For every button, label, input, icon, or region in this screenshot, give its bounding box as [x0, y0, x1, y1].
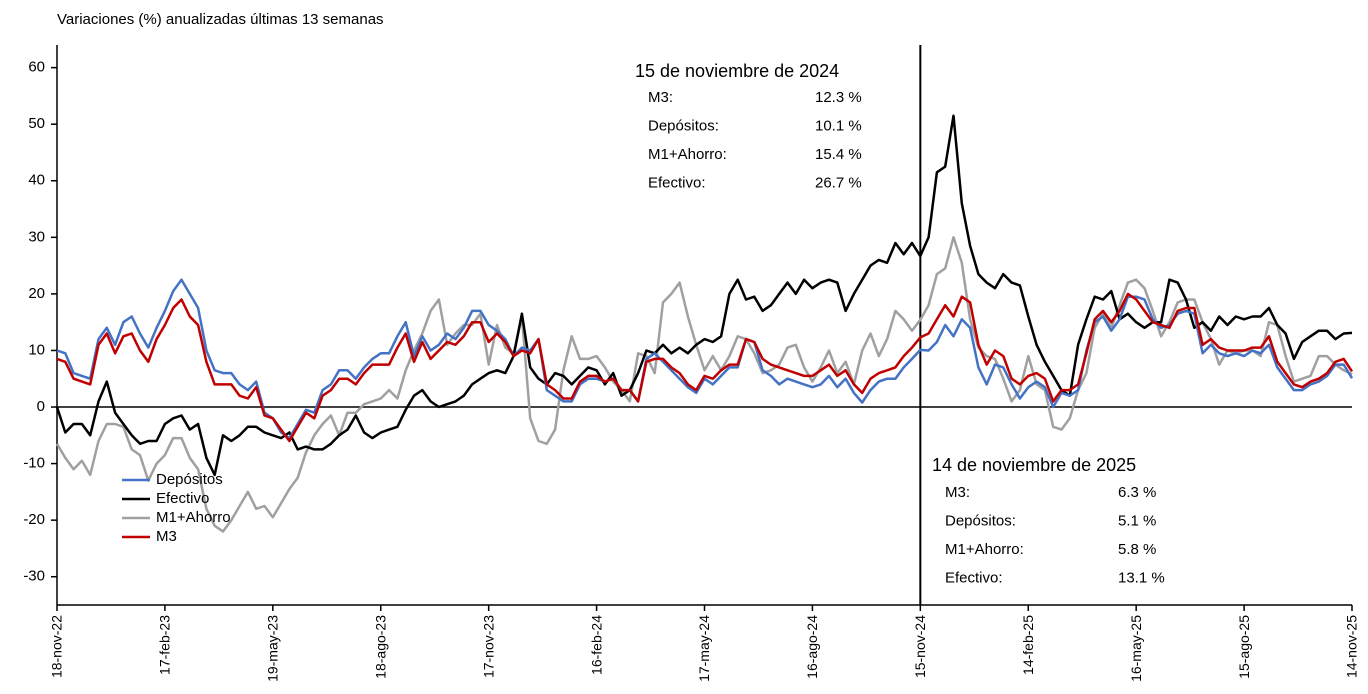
- legend-label: Depósitos: [156, 471, 223, 488]
- x-tick-label: 17-may-24: [696, 615, 712, 682]
- x-tick-label: 16-ago-24: [804, 615, 820, 679]
- series-line: [55, 236, 1353, 533]
- annotation-label: Depósitos:: [945, 512, 1016, 529]
- legend-label: M3: [156, 528, 177, 545]
- series-line: [56, 292, 1354, 443]
- annotation-label: M1+Ahorro:: [945, 541, 1024, 558]
- series-line: [55, 114, 1353, 477]
- x-tick-label: 17-feb-23: [157, 615, 173, 675]
- annotation-label: M1+Ahorro:: [648, 146, 727, 163]
- x-tick-label: 15-ago-25: [1236, 615, 1252, 679]
- annotation-title: 14 de noviembre de 2025: [932, 455, 1136, 475]
- y-tick-label: 0: [37, 398, 45, 415]
- x-tick-label: 16-feb-24: [588, 615, 604, 675]
- x-tick-label: 19-may-23: [265, 615, 281, 682]
- chart-title: Variaciones (%) anualizadas últimas 13 s…: [57, 11, 384, 28]
- y-tick-label: -30: [23, 568, 45, 585]
- legend-label: Efectivo: [156, 490, 209, 507]
- y-tick-label: 10: [28, 341, 45, 358]
- x-tick-label: 14-feb-25: [1020, 615, 1036, 675]
- annotation-label: Efectivo:: [648, 174, 706, 191]
- y-tick-label: 60: [28, 59, 45, 76]
- annotation-value: 13.1 %: [1118, 569, 1165, 586]
- y-tick-label: 50: [28, 115, 45, 132]
- x-tick-label: 16-may-25: [1128, 615, 1144, 682]
- annotation-label: Depósitos:: [648, 117, 719, 134]
- legend-label: M1+Ahorro: [156, 509, 231, 526]
- annotation-title: 15 de noviembre de 2024: [635, 61, 839, 81]
- annotation-value: 6.3 %: [1118, 484, 1156, 501]
- annotation-label: M3:: [945, 484, 970, 501]
- y-tick-label: 20: [28, 285, 45, 302]
- x-tick-label: 18-nov-22: [49, 615, 65, 678]
- annotation-value: 5.8 %: [1118, 541, 1156, 558]
- annotation-value: 10.1 %: [815, 117, 862, 134]
- annotation-value: 15.4 %: [815, 146, 862, 163]
- y-tick-label: -20: [23, 511, 45, 528]
- y-tick-label: 30: [28, 228, 45, 245]
- x-tick-label: 18-ago-23: [372, 615, 388, 679]
- x-tick-label: 15-nov-24: [912, 615, 928, 678]
- annotation-value: 26.7 %: [815, 174, 862, 191]
- annotation-label: M3:: [648, 89, 673, 106]
- annotation-value: 5.1 %: [1118, 512, 1156, 529]
- y-tick-label: -10: [23, 455, 45, 472]
- y-tick-label: 40: [28, 172, 45, 189]
- series-line: [56, 278, 1354, 440]
- x-tick-label: 14-nov-25: [1344, 615, 1360, 678]
- annotation-label: Efectivo:: [945, 569, 1003, 586]
- x-tick-label: 17-nov-23: [480, 615, 496, 678]
- annotation-value: 12.3 %: [815, 89, 862, 106]
